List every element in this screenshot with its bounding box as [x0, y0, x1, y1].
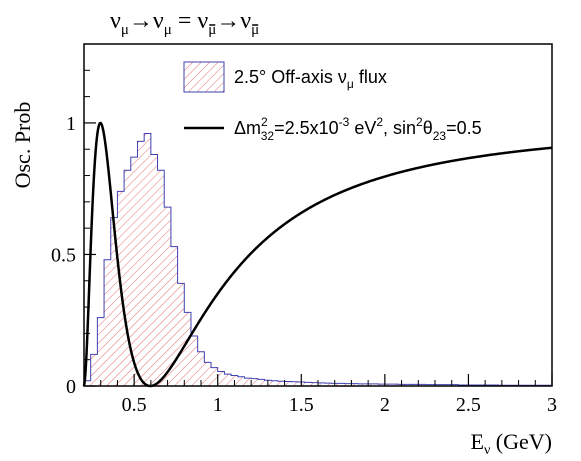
y-tick-label: 1 [66, 113, 76, 135]
x-tick-label: 0.5 [122, 394, 147, 416]
legend-item-oscillation: Δm2 32=2.5x10-3 eV2, sin2θ23=0.5 [234, 115, 482, 143]
x-tick-label: 2 [380, 394, 390, 416]
chart-title: νμ→νμ = νμ→νμ [110, 8, 259, 38]
legend: 2.5° Off-axis νμ flux Δm2 32=2.5x10-3 eV2… [183, 61, 482, 143]
legend-item-flux: 2.5° Off-axis νμ flux [234, 67, 387, 91]
x-tick-label: 1.5 [289, 394, 314, 416]
legend-hatch-swatch [183, 61, 225, 93]
axis-ticks: 0.5 1 1.5 2 2.5 3 0 0.5 1 [51, 69, 557, 416]
flux-histogram [83, 132, 553, 387]
y-tick-label: 0.5 [51, 244, 76, 266]
y-tick-label: 0 [66, 376, 76, 398]
x-tick-label: 3 [547, 394, 557, 416]
y-axis-label: Osc. Prob [10, 102, 35, 189]
x-tick-label: 2.5 [456, 394, 481, 416]
x-axis-label: Eν (GeV) [471, 429, 553, 458]
x-tick-label: 1 [213, 394, 223, 416]
plot-area [82, 121, 553, 388]
oscillation-curve [82, 121, 553, 388]
